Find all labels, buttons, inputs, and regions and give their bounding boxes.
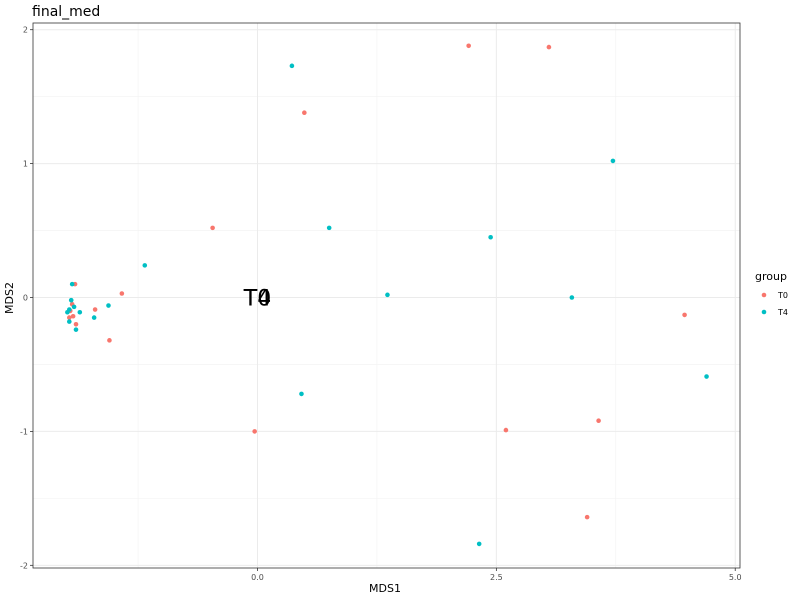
y-tick-label: 0 xyxy=(23,294,28,303)
legend-marker-t0 xyxy=(761,292,767,298)
point-t0 xyxy=(210,225,215,231)
point-t4 xyxy=(77,309,83,315)
point-t4 xyxy=(71,304,77,310)
point-t0 xyxy=(92,307,98,312)
x-tick-label: 0.0 xyxy=(251,573,264,582)
point-t4 xyxy=(142,263,148,268)
point-t4 xyxy=(326,225,332,231)
point-t4 xyxy=(299,391,304,397)
point-t4 xyxy=(67,319,72,324)
centroid-label: T4 xyxy=(243,287,271,312)
point-t0 xyxy=(584,514,590,520)
y-tick-label: -1 xyxy=(20,427,28,436)
point-t4 xyxy=(385,292,390,298)
point-t4 xyxy=(704,374,709,379)
plot-border xyxy=(32,22,741,569)
point-t0 xyxy=(67,315,72,320)
point-t4 xyxy=(65,309,70,315)
point-t0 xyxy=(503,427,509,433)
legend: group T0 T4 xyxy=(755,270,788,317)
point-t4 xyxy=(289,63,295,69)
y-tick-label: -2 xyxy=(20,561,28,570)
legend-label-t4: T4 xyxy=(777,308,788,317)
point-t4 xyxy=(106,303,111,308)
point-t0 xyxy=(596,418,601,424)
point-t4 xyxy=(476,541,482,547)
centroid-label: T0 xyxy=(243,287,271,312)
point-t4 xyxy=(69,281,75,287)
point-t0 xyxy=(252,429,257,434)
x-tick-label: 2.5 xyxy=(490,573,503,582)
point-t4 xyxy=(610,158,616,164)
point-t0 xyxy=(546,44,552,50)
point-t4 xyxy=(569,295,575,300)
point-t0 xyxy=(70,313,76,319)
point-t4 xyxy=(488,234,493,240)
point-t0 xyxy=(73,321,79,327)
legend-title: group xyxy=(755,270,787,283)
point-t4 xyxy=(73,327,79,332)
y-axis-title: MDS2 xyxy=(3,282,16,314)
y-tick-label: 2 xyxy=(23,26,28,35)
point-t0 xyxy=(107,338,112,343)
point-t0 xyxy=(682,312,687,318)
point-t0 xyxy=(119,291,125,296)
x-tick-label: 5.0 xyxy=(729,573,742,582)
x-axis-title: MDS1 xyxy=(369,582,401,595)
point-t0 xyxy=(466,43,471,49)
y-tick-label: 1 xyxy=(23,160,28,169)
point-t4 xyxy=(91,315,97,320)
point-t0 xyxy=(302,110,307,116)
point-t4 xyxy=(68,297,74,303)
legend-marker-t4 xyxy=(761,309,767,315)
legend-label-t0: T0 xyxy=(777,291,788,300)
chart-title: final_med xyxy=(32,4,100,20)
